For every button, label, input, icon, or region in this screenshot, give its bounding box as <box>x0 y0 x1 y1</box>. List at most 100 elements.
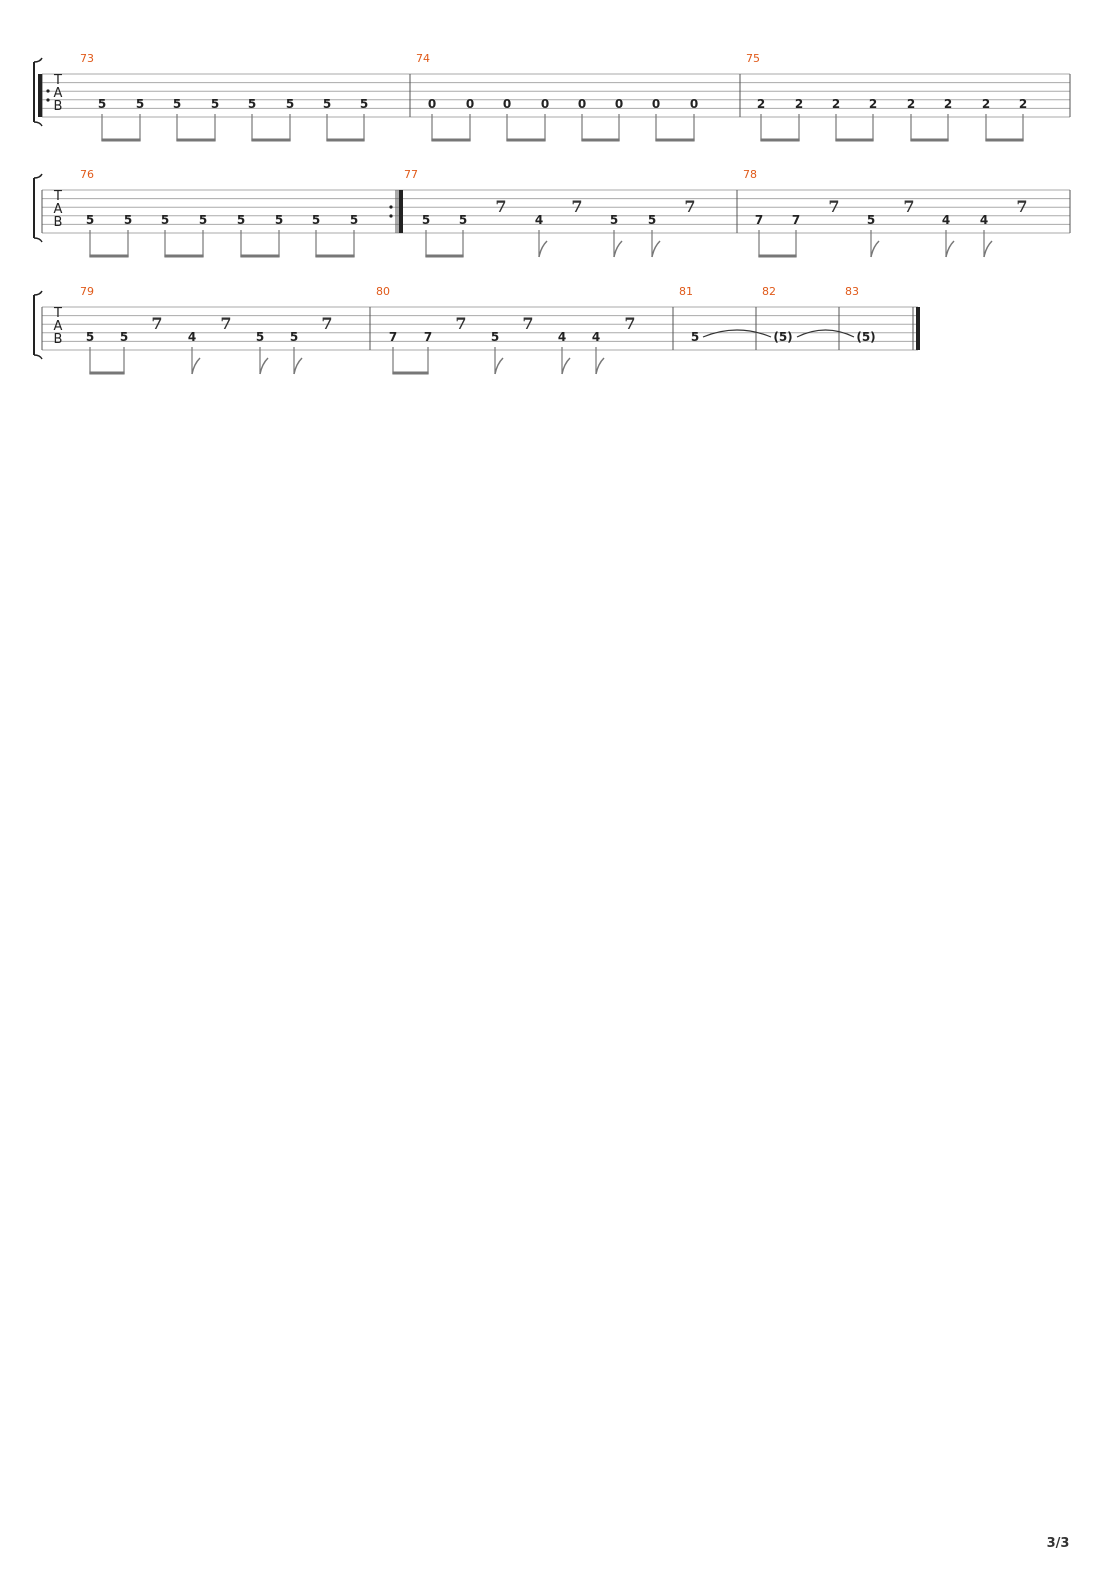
fret-number: 5 <box>323 97 331 111</box>
eighth-flag <box>613 240 623 258</box>
fret-number: 5 <box>161 213 169 227</box>
repeat-dot <box>389 214 393 218</box>
fret-number: 7 <box>424 330 432 344</box>
fret-number: 2 <box>1019 97 1027 111</box>
fret-number: 2 <box>757 97 765 111</box>
fret-number: 5 <box>312 213 320 227</box>
fret-number: 5 <box>199 213 207 227</box>
fret-number: 5 <box>867 213 875 227</box>
system-bracket-top <box>33 57 43 63</box>
fret-number: 5 <box>350 213 358 227</box>
fret-number: 5 <box>290 330 298 344</box>
measure-number: 74 <box>416 52 430 65</box>
eighth-rest: 7 <box>151 314 162 333</box>
fret-number: 2 <box>982 97 990 111</box>
fret-number: 5 <box>86 213 94 227</box>
measure-number: 79 <box>80 285 94 298</box>
system-bracket-bottom <box>33 237 43 243</box>
eighth-flag <box>945 240 955 258</box>
eighth-rest: 7 <box>828 197 839 216</box>
fret-number: 5 <box>422 213 430 227</box>
fret-number: 5 <box>459 213 467 227</box>
measure-number: 82 <box>762 285 776 298</box>
fret-number: 0 <box>503 97 511 111</box>
fret-number: 7 <box>755 213 763 227</box>
fret-number: 5 <box>211 97 219 111</box>
fret-number-whole: (5) <box>773 330 792 344</box>
tab-clef-letter: A <box>54 319 63 334</box>
measure-number: 73 <box>80 52 94 65</box>
fret-number: 5 <box>237 213 245 227</box>
fret-number: 5 <box>98 97 106 111</box>
fret-number: 2 <box>907 97 915 111</box>
eighth-rest: 7 <box>495 197 506 216</box>
eighth-flag <box>983 240 993 258</box>
fret-number: 2 <box>869 97 877 111</box>
eighth-flag <box>259 357 269 375</box>
fret-number: 0 <box>428 97 436 111</box>
eighth-flag <box>293 357 303 375</box>
fret-number: 5 <box>136 97 144 111</box>
fret-number: 5 <box>120 330 128 344</box>
repeat-dot <box>389 205 393 209</box>
fret-number: 4 <box>592 330 600 344</box>
fret-number: 2 <box>944 97 952 111</box>
fret-number: 0 <box>652 97 660 111</box>
tab-clef-letter: B <box>54 332 63 347</box>
fret-number: 5 <box>86 330 94 344</box>
tie-arc <box>796 329 855 338</box>
tab-clef-letter: B <box>54 215 63 230</box>
fret-number: 5 <box>173 97 181 111</box>
fret-number: 4 <box>558 330 566 344</box>
tie-arc <box>702 329 772 338</box>
fret-number: 4 <box>980 213 988 227</box>
fret-number: 7 <box>792 213 800 227</box>
repeat-end-thick-bar <box>399 190 403 233</box>
tab-clef-letter: T <box>53 73 62 88</box>
measure-number: 75 <box>746 52 760 65</box>
fret-number: 0 <box>466 97 474 111</box>
tab-clef-letter: A <box>54 86 63 101</box>
system-bracket-bottom <box>33 354 43 360</box>
fret-number: 5 <box>256 330 264 344</box>
fret-number: 5 <box>360 97 368 111</box>
eighth-rest: 7 <box>684 197 695 216</box>
fret-number: 7 <box>389 330 397 344</box>
fret-number: 0 <box>690 97 698 111</box>
repeat-dot <box>46 89 50 93</box>
tab-clef-letter: A <box>54 202 63 217</box>
fret-number: 5 <box>648 213 656 227</box>
eighth-flag <box>538 240 548 258</box>
fret-number: 5 <box>286 97 294 111</box>
system-bracket-bottom <box>33 121 43 127</box>
eighth-rest: 7 <box>522 314 533 333</box>
measure-number: 83 <box>845 285 859 298</box>
eighth-rest: 7 <box>1016 197 1027 216</box>
measure-number: 77 <box>404 168 418 181</box>
eighth-flag <box>494 357 504 375</box>
fret-number: 4 <box>188 330 196 344</box>
fret-number: 0 <box>541 97 549 111</box>
fret-number: 0 <box>578 97 586 111</box>
eighth-rest: 7 <box>220 314 231 333</box>
eighth-flag <box>561 357 571 375</box>
eighth-flag <box>651 240 661 258</box>
fret-number: 5 <box>124 213 132 227</box>
repeat-dot <box>46 98 50 102</box>
fret-number: 4 <box>942 213 950 227</box>
eighth-flag <box>870 240 880 258</box>
tab-clef-letter: T <box>53 306 62 321</box>
tab-clef-letter: B <box>54 99 63 114</box>
fret-number-whole: (5) <box>856 330 875 344</box>
eighth-rest: 7 <box>455 314 466 333</box>
fret-number: 5 <box>248 97 256 111</box>
fret-number: 5 <box>610 213 618 227</box>
eighth-flag <box>191 357 201 375</box>
page-number: 3/3 <box>1046 1536 1070 1551</box>
system-bracket-top <box>33 173 43 179</box>
fret-number: 5 <box>275 213 283 227</box>
fret-number: 2 <box>832 97 840 111</box>
eighth-rest: 7 <box>571 197 582 216</box>
fret-number: 2 <box>795 97 803 111</box>
